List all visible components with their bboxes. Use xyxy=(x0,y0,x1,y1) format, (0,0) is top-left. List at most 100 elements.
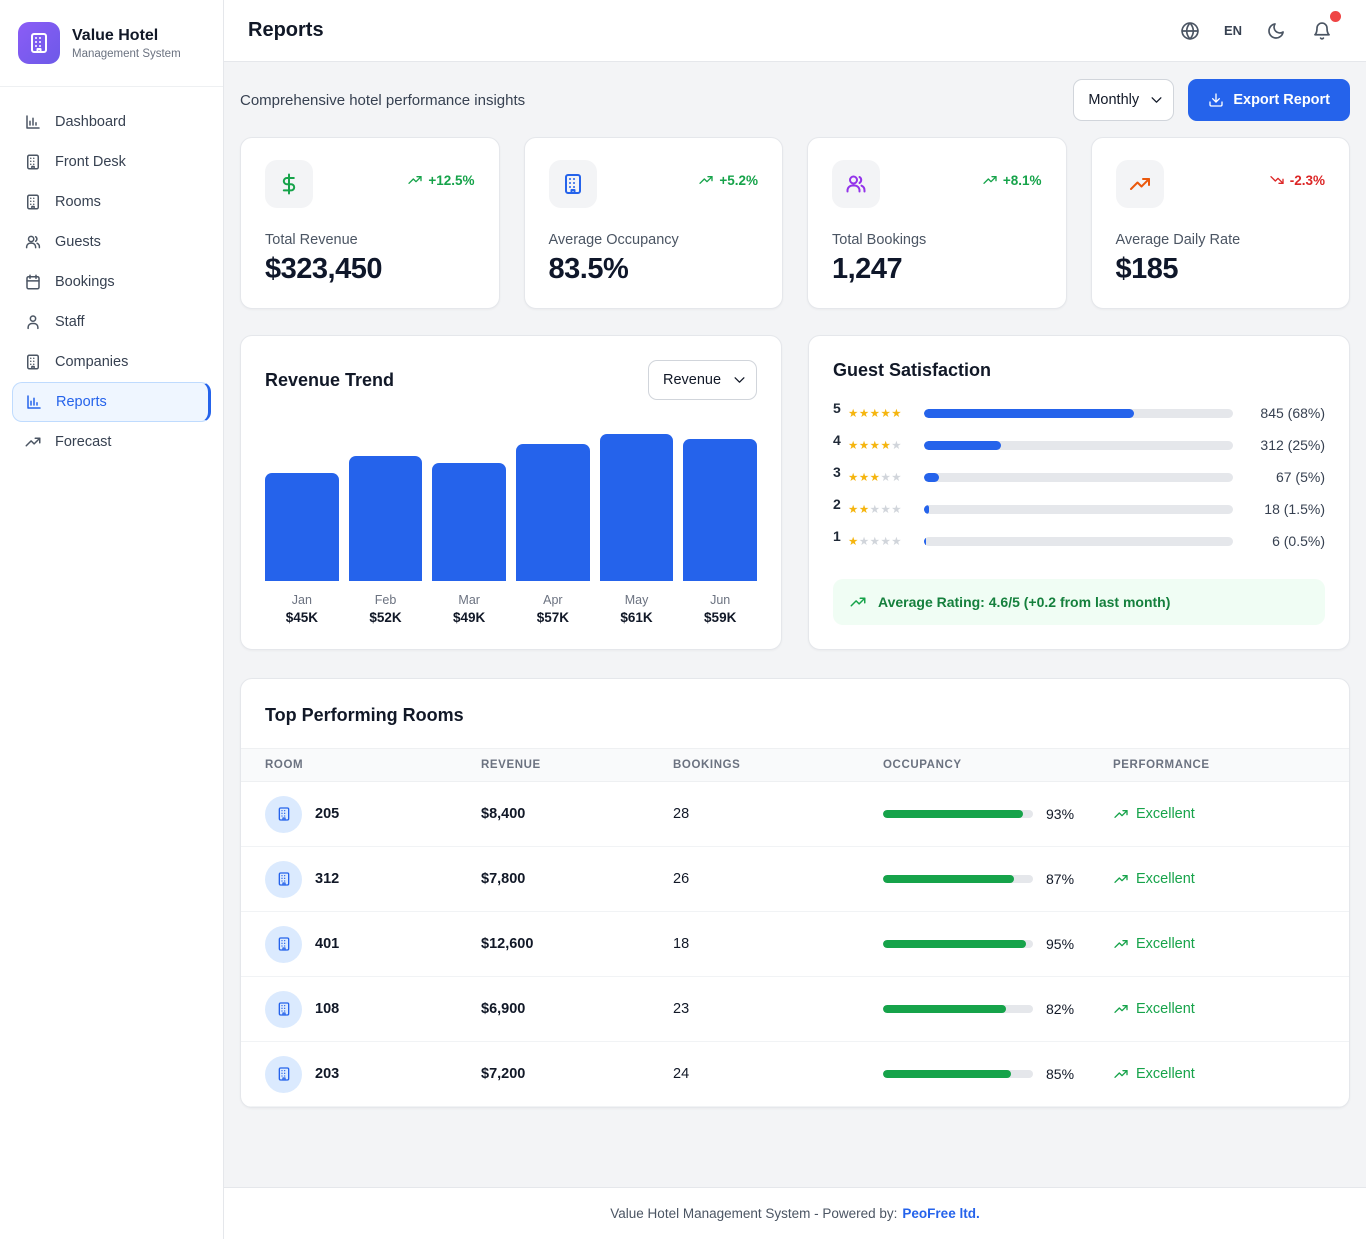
room-bookings: 23 xyxy=(673,1001,883,1017)
bar-value-label: $52K xyxy=(349,610,423,625)
sidebar: Value Hotel Management System Dashboard … xyxy=(0,0,224,1239)
room-avatar xyxy=(265,926,302,963)
star-rating-icons: ★★★★★ xyxy=(848,438,924,452)
stat-value: $185 xyxy=(1116,253,1326,286)
trending-up-icon xyxy=(1113,871,1129,887)
occupancy-bar-track xyxy=(883,810,1033,818)
bar-month-label: Jan xyxy=(265,593,339,607)
stat-iconbox xyxy=(549,160,597,208)
building-icon xyxy=(24,353,42,371)
room-number: 108 xyxy=(315,1001,339,1017)
table-row: 205 $8,400 28 93% xyxy=(241,782,1349,847)
building-icon xyxy=(561,172,585,196)
room-bookings: 24 xyxy=(673,1066,883,1082)
sidebar-item-companies[interactable]: Companies xyxy=(12,342,211,382)
performance-label: Excellent xyxy=(1136,936,1195,952)
performance-badge: Excellent xyxy=(1113,1066,1349,1082)
sidebar-item-label: Staff xyxy=(55,314,85,330)
trending-up-icon xyxy=(698,172,714,188)
star-rating-icons: ★★★★★ xyxy=(848,502,924,516)
stat-trend-value: +8.1% xyxy=(1003,173,1042,188)
sidebar-item-guests[interactable]: Guests xyxy=(12,222,211,262)
star-rating-icons: ★★★★★ xyxy=(848,534,924,548)
performance-badge: Excellent xyxy=(1113,936,1349,952)
dark-mode-button[interactable] xyxy=(1258,13,1294,49)
stat-label: Total Bookings xyxy=(832,232,1042,248)
notification-dot xyxy=(1330,11,1341,22)
page-title: Reports xyxy=(248,19,324,42)
satisfaction-row: 2 ★★★★★ 18 (1.5%) xyxy=(833,493,1325,525)
bar-value-label: $59K xyxy=(683,610,757,625)
metric-select[interactable]: Revenue xyxy=(648,360,757,400)
table-header: Room Revenue Bookings Occupancy Performa… xyxy=(241,748,1349,782)
period-select[interactable]: Monthly xyxy=(1073,79,1174,121)
moon-icon xyxy=(1266,21,1286,41)
occupancy-percent: 85% xyxy=(1046,1066,1074,1082)
room-number: 203 xyxy=(315,1066,339,1082)
stat-value: $323,450 xyxy=(265,253,475,286)
notifications-button[interactable] xyxy=(1304,13,1340,49)
building-icon xyxy=(24,153,42,171)
occupancy-bar-track xyxy=(883,1005,1033,1013)
bar-column: Apr $57K xyxy=(516,434,590,625)
main: Reports EN Comprehensive hotel performan… xyxy=(224,0,1366,1239)
occupancy-bar-fill xyxy=(883,1005,1006,1013)
footer: Value Hotel Management System - Powered … xyxy=(224,1187,1366,1239)
stat-iconbox xyxy=(832,160,880,208)
satisfaction-count: 18 (1.5%) xyxy=(1233,501,1325,517)
occupancy-bar-fill xyxy=(883,810,1023,818)
bar-value-label: $49K xyxy=(432,610,506,625)
building-icon xyxy=(24,193,42,211)
occupancy-bar-track xyxy=(883,940,1033,948)
average-rating-text: Average Rating: 4.6/5 (+0.2 from last mo… xyxy=(878,594,1170,610)
bell-icon xyxy=(1312,21,1332,41)
stat-trend: +12.5% xyxy=(407,172,474,188)
revenue-bar xyxy=(265,473,339,581)
occupancy-bar-fill xyxy=(883,875,1014,883)
page-subtitle: Comprehensive hotel performance insights xyxy=(240,92,525,109)
trending-up-icon xyxy=(849,593,867,611)
satisfaction-bar-fill xyxy=(924,409,1134,418)
building-icon xyxy=(276,806,292,822)
table-row: 108 $6,900 23 82% xyxy=(241,977,1349,1042)
satisfaction-rows: 5 ★★★★★ 845 (68%) 4 ★★★★★ xyxy=(833,397,1325,557)
trending-up-icon xyxy=(1113,806,1129,822)
building-icon xyxy=(276,1066,292,1082)
language-globe-button[interactable] xyxy=(1172,13,1208,49)
bar-column: Jun $59K xyxy=(683,434,757,625)
sidebar-item-reports[interactable]: Reports xyxy=(12,382,211,422)
period-select-wrap: Monthly xyxy=(1073,79,1174,121)
performance-badge: Excellent xyxy=(1113,871,1349,887)
column-header-revenue: Revenue xyxy=(481,759,673,771)
sidebar-item-staff[interactable]: Staff xyxy=(12,302,211,342)
brand[interactable]: Value Hotel Management System xyxy=(0,0,223,87)
revenue-bar-chart: Jan $45K Feb $52K xyxy=(265,434,757,625)
globe-icon xyxy=(1180,21,1200,41)
bar-column: Feb $52K xyxy=(349,434,423,625)
stat-trend-value: +12.5% xyxy=(428,173,474,188)
rating-number: 5 xyxy=(833,400,848,416)
satisfaction-bar-track xyxy=(924,537,1233,546)
rating-number: 4 xyxy=(833,432,848,448)
performance-label: Excellent xyxy=(1136,1001,1195,1017)
satisfaction-row: 5 ★★★★★ 845 (68%) xyxy=(833,397,1325,429)
stat-card: +12.5% Total Revenue $323,450 xyxy=(240,137,500,309)
sidebar-item-rooms[interactable]: Rooms xyxy=(12,182,211,222)
top-rooms-title: Top Performing Rooms xyxy=(241,679,1349,748)
sidebar-item-forecast[interactable]: Forecast xyxy=(12,422,211,462)
export-report-button[interactable]: Export Report xyxy=(1188,79,1350,121)
satisfaction-row: 3 ★★★★★ 67 (5%) xyxy=(833,461,1325,493)
app-root: Value Hotel Management System Dashboard … xyxy=(0,0,1366,1239)
stat-trend: +8.1% xyxy=(982,172,1042,188)
sidebar-item-bookings[interactable]: Bookings xyxy=(12,262,211,302)
building-icon xyxy=(276,936,292,952)
language-code-button[interactable]: EN xyxy=(1218,15,1248,46)
bar-value-label: $45K xyxy=(265,610,339,625)
sidebar-item-dashboard[interactable]: Dashboard xyxy=(12,102,211,142)
performance-label: Excellent xyxy=(1136,806,1195,822)
footer-link[interactable]: PeoFree ltd. xyxy=(902,1206,979,1221)
satisfaction-row: 1 ★★★★★ 6 (0.5%) xyxy=(833,525,1325,557)
stat-card: -2.3% Average Daily Rate $185 xyxy=(1091,137,1351,309)
sidebar-item-front-desk[interactable]: Front Desk xyxy=(12,142,211,182)
performance-badge: Excellent xyxy=(1113,806,1349,822)
